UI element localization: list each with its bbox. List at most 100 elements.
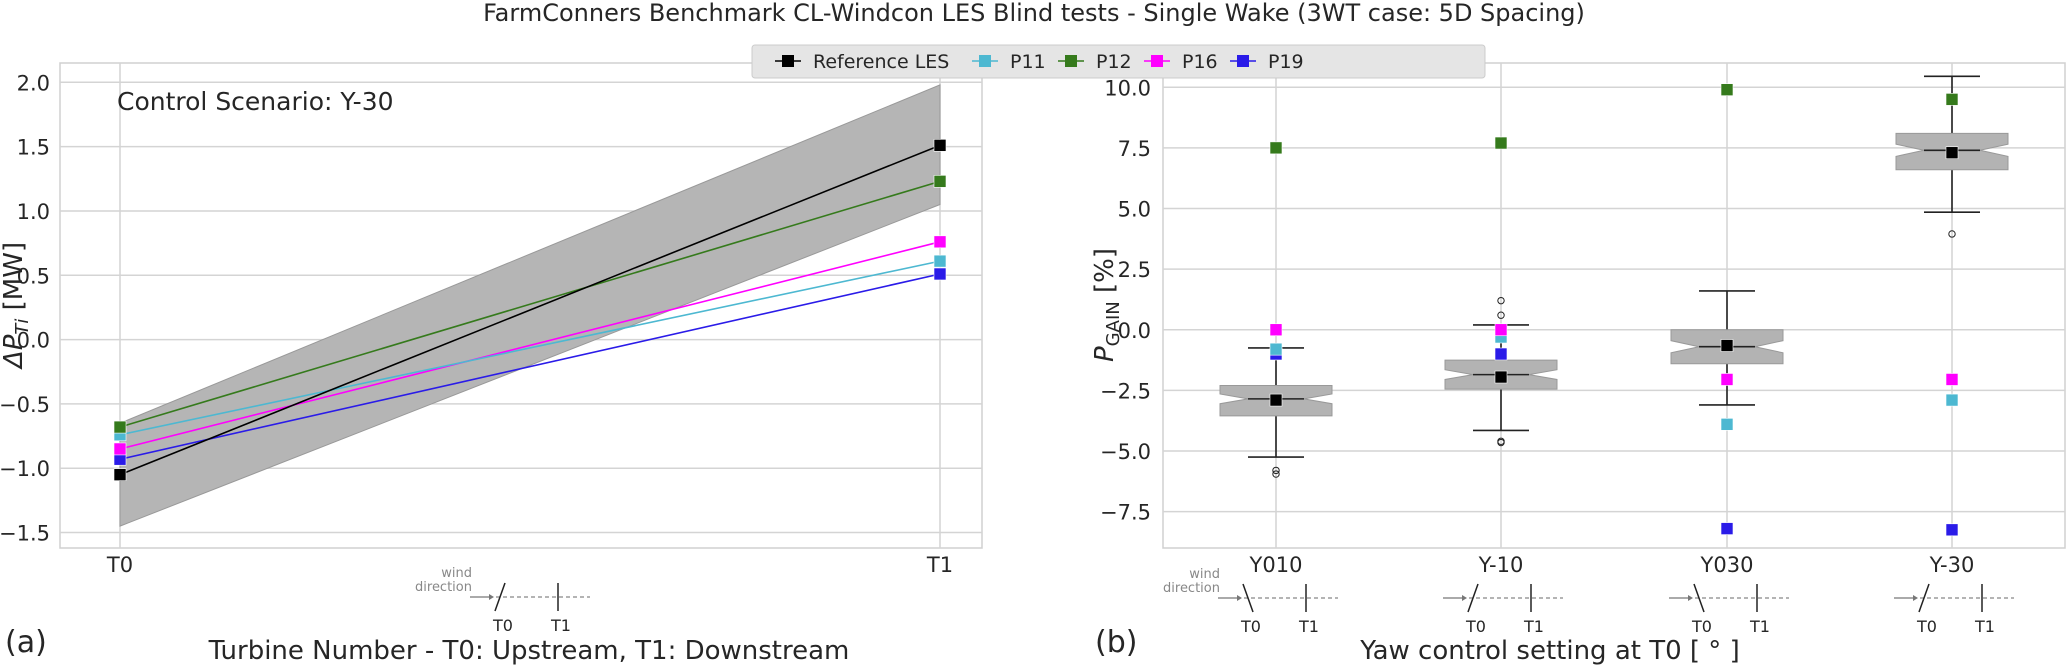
panel-b-marker-p11 xyxy=(1945,393,1959,407)
wind-direction-label: direction xyxy=(415,580,472,595)
turbine-t0-rotor-icon xyxy=(1242,583,1254,613)
panel-b-marker-p11 xyxy=(1269,342,1283,356)
turbine-t0-rotor-icon xyxy=(1918,583,1930,613)
panel-b-points-layer xyxy=(1269,83,1959,537)
panel-b-ytick-label: 5.0 xyxy=(1118,198,1151,222)
panel-a-line-p19 xyxy=(119,273,941,461)
panel-a-xlabel: Turbine Number - T0: Upstream, T1: Downs… xyxy=(208,636,850,666)
panel-a-lines-layer xyxy=(113,139,947,481)
legend-entry-reference-les: Reference LES xyxy=(775,51,949,73)
panel-a-ytick-label: −0.5 xyxy=(0,393,50,417)
panel-a-marker-reference-les xyxy=(933,139,947,152)
panel-a-ytick-label: 2.0 xyxy=(17,71,50,95)
panel-b-marker-reference-les xyxy=(1269,393,1283,407)
panel-a-marker-p12 xyxy=(113,420,127,434)
turbine-t0-label: T0 xyxy=(492,616,513,635)
panel-a-ytick-label: 0.0 xyxy=(17,329,50,353)
panel-b-label: (b) xyxy=(1095,625,1137,660)
panel-a-xticks: T0 T1 xyxy=(106,553,953,577)
panel-b-marker-p12 xyxy=(1494,136,1508,150)
box-flier xyxy=(1497,311,1505,319)
svg-text:ΔPTi [MW]: ΔPTi [MW] xyxy=(0,242,33,370)
turbine-t0-label: T0 xyxy=(1916,617,1937,636)
svg-text:PGAIN [%]: PGAIN [%] xyxy=(1090,248,1124,362)
panel-b-ytick-label: 0.0 xyxy=(1118,319,1151,343)
panel-b-ytick-label: −2.5 xyxy=(1100,379,1151,403)
box-flier xyxy=(1497,438,1505,447)
panel-a-marker-p16 xyxy=(113,442,127,456)
panel-a-ytick-label: −1.0 xyxy=(0,457,50,481)
panel-b-ytick-label: 7.5 xyxy=(1118,137,1151,161)
panel-b-ytick-label: −7.5 xyxy=(1100,501,1151,525)
turbine-t0-rotor-icon xyxy=(1693,583,1705,613)
legend-label: P12 xyxy=(1096,51,1132,73)
turbine-t0-label: T0 xyxy=(1240,617,1261,636)
legend-marker-icon xyxy=(1065,55,1077,67)
panel-a-marker-p12 xyxy=(933,175,947,188)
panel-b-xtick-label: Y-30 xyxy=(1929,553,1975,577)
panel-b-ylabel: PGAIN [%] xyxy=(1090,248,1124,362)
legend-label: P11 xyxy=(1010,51,1046,73)
panel-a-ylabel: ΔPTi [MW] xyxy=(0,242,33,370)
panel-b-schematic: T0 T1 xyxy=(1894,583,2014,636)
turbine-t1-label: T1 xyxy=(550,616,571,635)
panel-a-ytick-label: 0.5 xyxy=(17,264,50,288)
figure-title: FarmConners Benchmark CL-Windcon LES Bli… xyxy=(483,0,1585,27)
turbine-t0-rotor-icon xyxy=(494,582,506,612)
panel-b-marker-p16 xyxy=(1720,373,1734,386)
panel-a-xtick-label: T0 xyxy=(106,553,133,577)
wind-arrow-head-icon xyxy=(1688,595,1693,601)
panel-a-axes: −1.5 −1.0 −0.5 0.0 0.5 1.0 1.5 2.0 T0 T1 Control… xyxy=(0,62,983,666)
panel-a-ytick-label: −1.5 xyxy=(0,522,50,546)
panel-a-ytick-label: 1.5 xyxy=(17,136,50,160)
panel-b-xticks: Y010 Y-10 Y030 Y-30 xyxy=(1249,553,1975,577)
legend-label: P19 xyxy=(1268,51,1304,73)
turbine-t0-label: T0 xyxy=(1465,617,1486,636)
legend-entry-p19: P19 xyxy=(1230,51,1304,73)
panel-b-marker-p19 xyxy=(1945,523,1959,537)
wind-label: wind xyxy=(441,566,472,581)
panel-b-ylabel-unit: [%] xyxy=(1090,248,1120,301)
panel-b-ylabel-main: P xyxy=(1090,346,1120,362)
wind-direction-label: direction xyxy=(1163,581,1220,596)
panel-a-line-reference-les xyxy=(119,144,941,476)
turbine-t1-label: T1 xyxy=(1974,617,1995,636)
wind-arrow-head-icon xyxy=(489,594,494,600)
turbine-t1-label: T1 xyxy=(1523,617,1544,636)
legend-entry-p12: P12 xyxy=(1058,51,1132,73)
panel-b-marker-reference-les xyxy=(1720,339,1734,352)
turbine-t1-label: T1 xyxy=(1749,617,1770,636)
panel-a-marker-p11 xyxy=(933,254,947,268)
panel-b-ytick-label: 2.5 xyxy=(1118,258,1151,282)
panel-b-ytick-label: −5.0 xyxy=(1100,440,1151,464)
panel-b-yticks: −7.5 −5.0 −2.5 0.0 2.5 5.0 7.5 10.0 xyxy=(1100,76,1151,524)
turbine-t1-label: T1 xyxy=(1298,617,1319,636)
legend-marker-icon xyxy=(1151,55,1163,67)
panel-a-marker-p19 xyxy=(933,267,947,281)
wind-arrow-head-icon xyxy=(1913,595,1918,601)
panel-a-yticks: −1.5 −1.0 −0.5 0.0 0.5 1.0 1.5 2.0 xyxy=(0,71,50,545)
panel-a-xtick-label: T1 xyxy=(926,553,953,577)
panel-b-xtick-label: Y030 xyxy=(1700,553,1754,577)
panel-b-xtick-label: Y010 xyxy=(1249,553,1303,577)
panel-b-marker-reference-les xyxy=(1494,370,1508,384)
box-flier xyxy=(1272,470,1280,478)
panel-a-ylabel-sub: Ti xyxy=(12,319,33,335)
panel-b-marker-p16 xyxy=(1494,323,1508,337)
legend-marker-icon xyxy=(1237,55,1249,67)
panel-b-marker-p12 xyxy=(1269,141,1283,155)
box-flier xyxy=(1497,296,1505,305)
panel-b-xlabel: Yaw control setting at T0 [ ° ] xyxy=(1359,636,1739,666)
panel-b-marker-p16 xyxy=(1945,373,1959,386)
panel-b-ytick-label: 10.0 xyxy=(1104,76,1151,100)
panel-a-ylabel-unit: [MW] xyxy=(0,242,29,319)
panel-b-marker-p16 xyxy=(1269,323,1283,337)
panel-b-marker-p11 xyxy=(1720,418,1734,431)
legend-label: P16 xyxy=(1182,51,1218,73)
panel-b-marker-p19 xyxy=(1494,347,1508,361)
panel-a-line-p16 xyxy=(119,241,941,450)
